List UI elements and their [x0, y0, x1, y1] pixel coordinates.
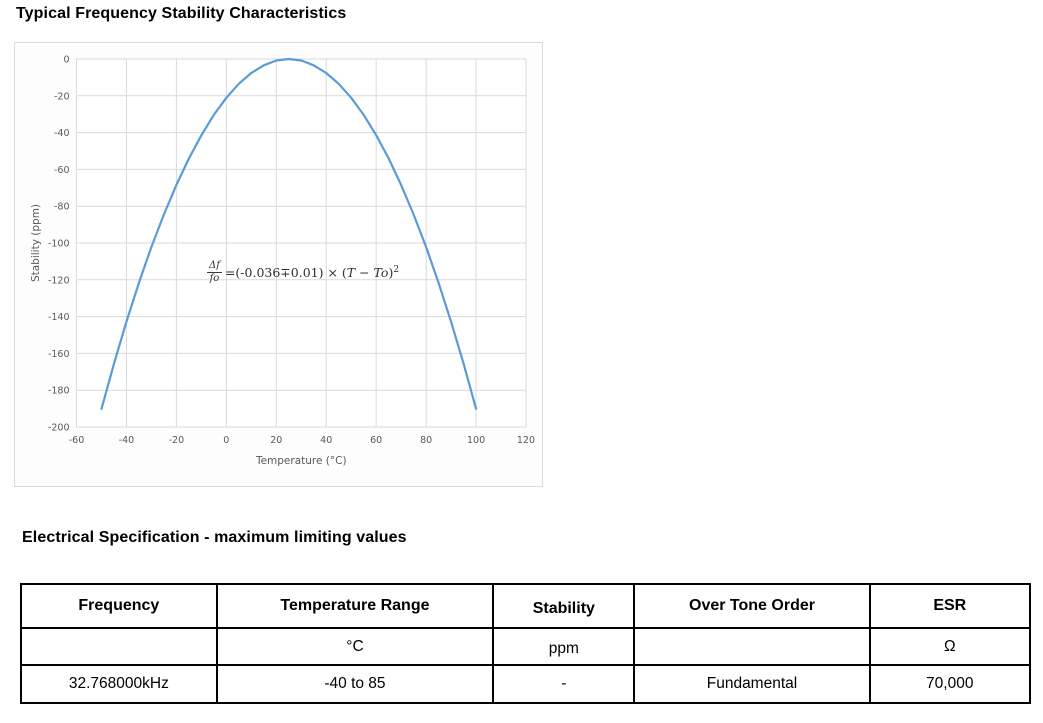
formula-denominator: fo — [209, 273, 220, 284]
stability-chart: -60 -40 -20 0 20 40 60 80 100 120 0 -20 -40 -60 -80 -10… — [14, 42, 543, 487]
y-tick-label: -100 — [48, 239, 70, 250]
x-tick-label: 120 — [517, 435, 535, 446]
unit-temperature-range: °C — [215, 627, 495, 666]
stability-curve — [100, 57, 478, 410]
value-frequency: 32.768000kHz — [20, 664, 218, 704]
chart-section-title: Typical Frequency Stability Characterist… — [16, 5, 347, 22]
formula-exponent: 2 — [393, 264, 400, 275]
x-tick-label: 20 — [270, 435, 282, 446]
value-temperature-range: -40 to 85 — [215, 664, 495, 704]
x-axis-title: Temperature (°C) — [255, 455, 347, 467]
header-temperature-range: Temperature Range — [215, 583, 495, 629]
y-tick-label: -160 — [48, 349, 70, 360]
spec-table: Frequency Temperature Range Stability Ov… — [20, 583, 1032, 704]
table-section-title: Electrical Specification - maximum limit… — [22, 529, 407, 546]
y-tick-label: -180 — [48, 386, 70, 397]
x-tick-label: -60 — [69, 435, 85, 446]
y-tick-label: -200 — [48, 423, 70, 434]
x-tick-label: 60 — [370, 435, 382, 446]
y-tick-label: -120 — [48, 275, 70, 286]
formula-fraction: Δf fo — [207, 260, 222, 285]
header-frequency: Frequency — [20, 583, 218, 629]
formula-variables: T − To — [346, 265, 389, 281]
value-stability: - — [492, 664, 636, 704]
header-esr: ESR — [868, 583, 1032, 629]
y-axis-title: Stability (ppm) — [30, 204, 42, 282]
spec-table-units-row: °C ppm Ω — [20, 627, 1032, 666]
spec-table-header-row: Frequency Temperature Range Stability Ov… — [20, 583, 1032, 629]
formula-numerator: Δf — [207, 260, 222, 273]
unit-over-tone-order — [633, 627, 871, 666]
header-stability: Stability — [492, 583, 636, 629]
formula-body: =(-0.036∓0.01) × (T − To)2 — [225, 265, 399, 280]
x-tick-label: 100 — [467, 435, 485, 446]
formula-prefix: =(-0.036∓0.01) × ( — [224, 265, 347, 281]
unit-frequency — [20, 627, 218, 666]
y-tick-label: -140 — [48, 312, 70, 323]
x-tick-label: 0 — [223, 435, 229, 446]
x-tick-label: 40 — [320, 435, 332, 446]
x-tick-label: 80 — [420, 435, 432, 446]
value-over-tone-order: Fundamental — [633, 664, 871, 704]
x-tick-label: -20 — [169, 435, 185, 446]
formula-close-paren: ) — [388, 265, 394, 281]
spec-table-data-row: 32.768000kHz -40 to 85 - Fundamental 70,… — [20, 664, 1032, 704]
plot-border — [76, 58, 527, 428]
unit-esr: Ω — [868, 627, 1032, 666]
x-tick-label: -40 — [119, 435, 135, 446]
y-tick-label: -20 — [54, 91, 70, 102]
stability-formula: Δf fo =(-0.036∓0.01) × (T − To)2 — [207, 260, 399, 285]
stability-chart-canvas: -60 -40 -20 0 20 40 60 80 100 1200-20-40-60-80-10… — [30, 55, 535, 468]
unit-stability: ppm — [492, 627, 636, 666]
y-tick-label: -40 — [54, 128, 70, 139]
y-tick-label: -60 — [54, 165, 70, 176]
y-tick-label: 0 — [63, 55, 69, 66]
y-tick-label: -80 — [54, 202, 70, 213]
header-over-tone-order: Over Tone Order — [633, 583, 871, 629]
value-esr: 70,000 — [868, 664, 1032, 704]
